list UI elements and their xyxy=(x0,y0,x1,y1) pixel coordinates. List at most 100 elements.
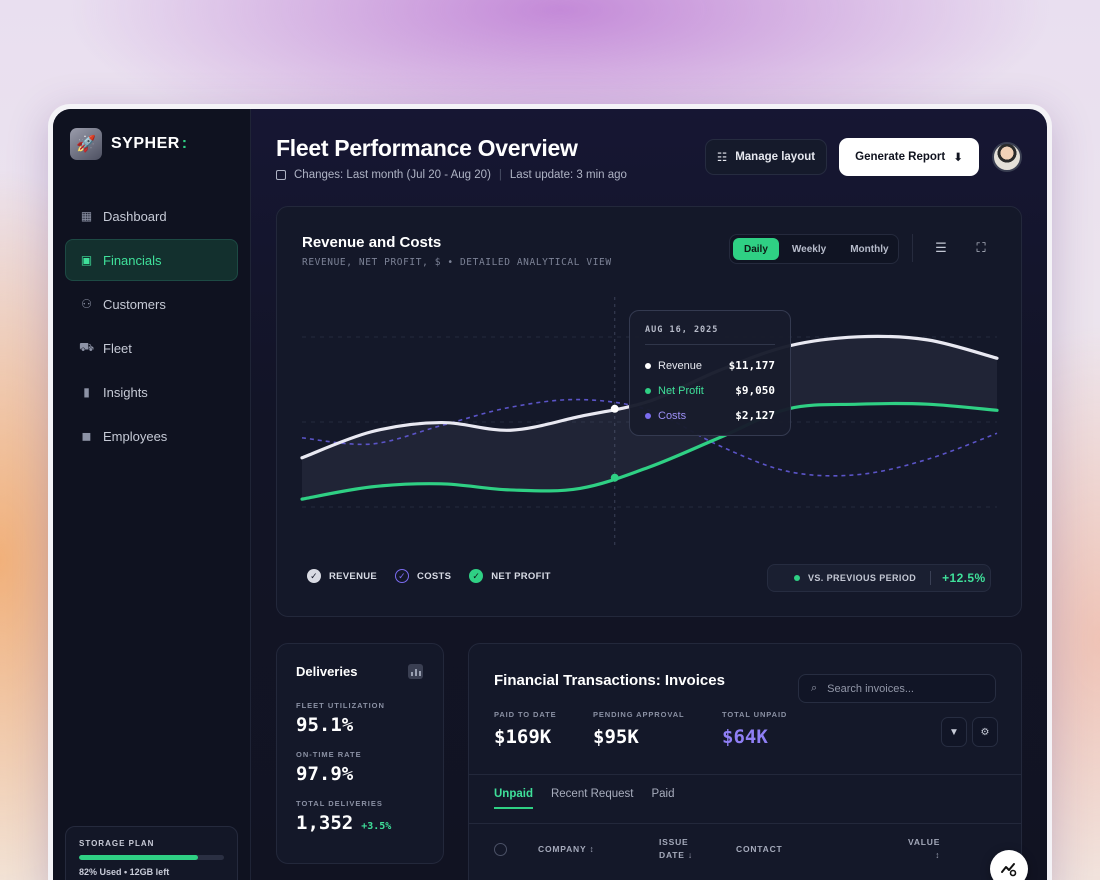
generate-report-button[interactable]: Generate Report ⬇ xyxy=(839,138,979,176)
tab-unpaid[interactable]: Unpaid xyxy=(494,788,533,809)
metric-total-deliveries: TOTAL DELIVERIES 1,352 +3.5% xyxy=(296,799,424,834)
manage-layout-label: Manage layout xyxy=(735,151,816,163)
column-header-value[interactable]: VALUE ↕ xyxy=(908,836,940,862)
page-title: Fleet Performance Overview xyxy=(276,135,578,161)
legend-label: REVENUE xyxy=(329,570,378,582)
sidebar: 🚀 SYPHER: ▦ Dashboard ▣ Financials ⚇ Cus… xyxy=(53,109,251,880)
sliders-icon: ☷ xyxy=(716,152,728,164)
calendar-icon xyxy=(276,170,286,180)
separator: | xyxy=(498,169,502,181)
tab-recent-request[interactable]: Recent Request xyxy=(550,788,634,800)
sidebar-item-employees[interactable]: ◼ Employees xyxy=(65,415,238,457)
divider xyxy=(930,571,932,585)
sidebar-item-financials[interactable]: ▣ Financials xyxy=(65,239,238,281)
filter-icon[interactable]: ▼ xyxy=(941,717,967,747)
gear-icon[interactable]: ⚙ xyxy=(972,717,998,747)
metric-value: 1,352 xyxy=(296,812,354,834)
divider xyxy=(469,774,1021,775)
sort-icon: ↕ xyxy=(589,844,595,854)
filter-icon[interactable]: ☰ xyxy=(935,240,947,255)
brand[interactable]: 🚀 SYPHER: xyxy=(65,127,238,161)
search-icon: ⌕ xyxy=(811,682,818,694)
comparison-label: VS. PREVIOUS PERIOD xyxy=(808,573,917,583)
tooltip-value: $9,050 xyxy=(735,384,775,397)
column-header-company[interactable]: COMPANY ↕ xyxy=(538,843,595,856)
metric-fleet-utilization: FLEET UTILIZATION 95.1% xyxy=(296,701,424,736)
invoice-tabs: Unpaid Recent Request Paid xyxy=(494,788,674,809)
sidebar-item-insights[interactable]: ▮ Insights xyxy=(65,371,238,413)
column-label: COMPANY xyxy=(538,844,587,854)
metric-value: 97.9% xyxy=(296,763,354,785)
chart-tooltip: AUG 16, 2025 Revenue $11,177 Net Profit … xyxy=(629,310,791,436)
main-content: Fleet Performance Overview Changes: Last… xyxy=(251,109,1047,880)
metric-label: TOTAL DELIVERIES xyxy=(296,799,383,808)
period-toggle: Daily Weekly Monthly xyxy=(729,234,899,264)
changes-text: Changes: Last month (Jul 20 - Aug 20) xyxy=(294,169,491,181)
highlight-point-revenue xyxy=(610,404,619,413)
comparison-value: +12.5% xyxy=(942,571,986,585)
revenue-dot xyxy=(645,362,651,369)
legend-revenue[interactable]: ✓ REVENUE xyxy=(307,569,377,583)
metric-label: FLEET UTILIZATION xyxy=(296,701,385,710)
stat-total-unpaid: TOTAL UNPAID $64K xyxy=(722,710,787,748)
tooltip-row-net-profit: Net Profit $9,050 xyxy=(645,378,775,403)
check-icon: ✓ xyxy=(469,569,484,583)
bar-chart-icon[interactable] xyxy=(408,664,423,679)
storage-plan[interactable]: STORAGE PLAN 82% Used • 12GB left xyxy=(65,826,238,880)
grid-icon: ▦ xyxy=(80,209,93,223)
period-daily-button[interactable]: Daily xyxy=(733,238,779,260)
insights-fab[interactable] xyxy=(990,850,1028,880)
deliveries-card: Deliveries FLEET UTILIZATION 95.1% ON-TI… xyxy=(276,643,444,864)
chart-title: Revenue and Costs xyxy=(302,234,442,251)
invoices-card: Financial Transactions: Invoices ⌕ PAID … xyxy=(468,643,1022,880)
period-monthly-button[interactable]: Monthly xyxy=(850,243,889,255)
storage-progress xyxy=(79,855,224,860)
manage-layout-button[interactable]: ☷ Manage layout xyxy=(705,139,827,175)
avatar[interactable] xyxy=(992,142,1022,172)
period-weekly-button[interactable]: Weekly xyxy=(791,243,827,255)
comparison-badge: VS. PREVIOUS PERIOD +12.5% xyxy=(767,564,991,592)
sidebar-item-customers[interactable]: ⚇ Customers xyxy=(65,283,238,325)
tooltip-label: Costs xyxy=(658,409,687,422)
metric-value-row: 1,352 +3.5% xyxy=(296,812,424,834)
expand-icon[interactable]: ⛶ xyxy=(976,240,986,255)
check-icon: ✓ xyxy=(395,569,410,583)
column-label: CONTACT xyxy=(736,844,783,854)
storage-progress-fill xyxy=(79,855,198,860)
sidebar-item-dashboard[interactable]: ▦ Dashboard xyxy=(65,195,238,237)
costs-dot xyxy=(645,412,651,419)
revenue-costs-card: Revenue and Costs REVENUE, NET PROFIT, $… xyxy=(276,206,1022,617)
column-header-contact[interactable]: CONTACT xyxy=(736,843,783,856)
truck-icon: ⛟ xyxy=(78,340,95,354)
storage-text: 82% Used • 12GB left xyxy=(79,867,170,877)
brand-name: SYPHER: xyxy=(111,135,188,152)
select-all-checkbox[interactable] xyxy=(494,843,507,856)
search-input[interactable] xyxy=(827,682,978,695)
legend-label: NET PROFIT xyxy=(491,570,551,582)
invoices-title: Financial Transactions: Invoices xyxy=(494,672,725,689)
app-frame: 🚀 SYPHER: ▦ Dashboard ▣ Financials ⚇ Cus… xyxy=(48,104,1052,880)
stat-paid-to-date: PAID TO DATE $169K xyxy=(494,710,556,748)
legend-costs[interactable]: ✓ COSTS xyxy=(395,569,451,583)
column-label: VALUE xyxy=(908,837,941,847)
chart-subtitle: REVENUE, NET PROFIT, $ • DETAILED ANALYT… xyxy=(302,257,612,268)
sidebar-item-fleet[interactable]: ⛟ Fleet xyxy=(65,327,238,369)
tooltip-label: Revenue xyxy=(658,359,703,372)
tooltip-row-costs: Costs $2,127 xyxy=(645,403,775,428)
page-subline: Changes: Last month (Jul 20 - Aug 20) | … xyxy=(276,169,627,181)
net-profit-dot xyxy=(645,387,651,394)
search-box: ⌕ xyxy=(798,674,996,703)
tooltip-date: AUG 16, 2025 xyxy=(645,325,719,335)
metric-delta: +3.5% xyxy=(361,821,392,832)
divider xyxy=(645,344,775,345)
users-icon: ⚇ xyxy=(81,297,92,311)
legend-net-profit[interactable]: ✓ NET PROFIT xyxy=(469,569,550,583)
storage-title: STORAGE PLAN xyxy=(79,839,155,848)
tab-paid[interactable]: Paid xyxy=(651,788,675,800)
download-icon: ⬇ xyxy=(953,152,963,164)
sidebar-item-label: Customers xyxy=(103,296,166,312)
tooltip-label: Net Profit xyxy=(658,384,704,397)
status-dot xyxy=(794,575,800,581)
column-header-issue-date[interactable]: ISSUE DATE ↓ xyxy=(659,836,693,862)
series-line-net-profit xyxy=(300,401,999,501)
